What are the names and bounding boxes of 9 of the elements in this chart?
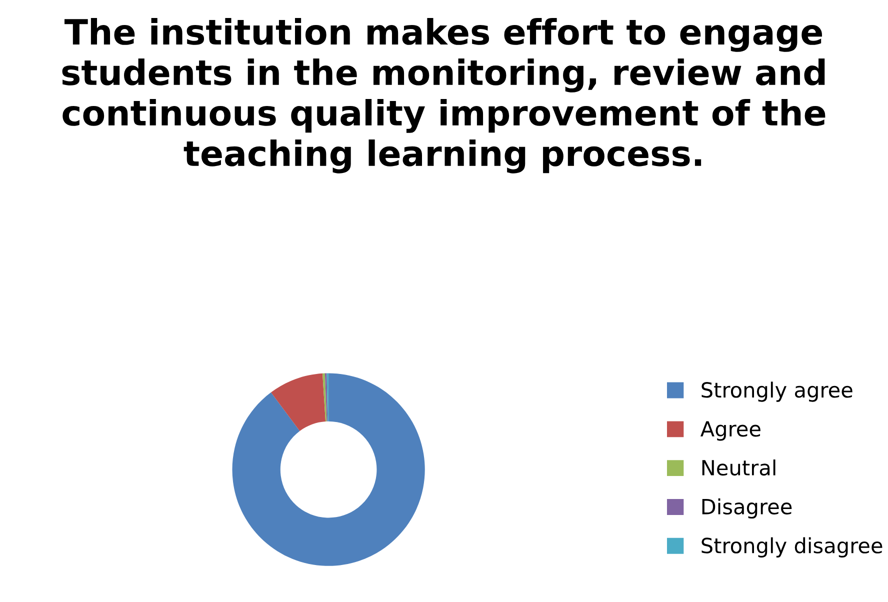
legend-label: Strongly disagree	[702, 537, 882, 558]
legend-label: Strongly agree	[702, 382, 852, 402]
legend-label: Disagree	[702, 498, 792, 519]
donut-slice	[270, 373, 326, 431]
donut-slice	[232, 373, 425, 566]
chart-title: The institution makes effort to engage students in the monitoring, review and continuous quality improvement of the teaching learning process.	[62, 18, 826, 174]
legend-label: Neutral	[702, 459, 776, 476]
donut-slice	[322, 373, 327, 422]
legend-label: Agree	[700, 421, 760, 441]
